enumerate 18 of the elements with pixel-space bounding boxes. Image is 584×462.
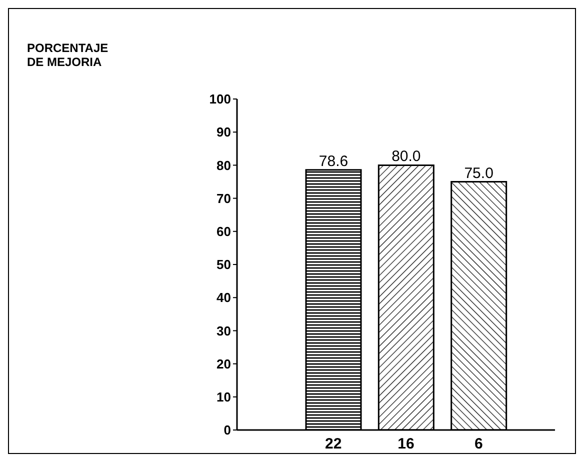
y-tick-label: 90 bbox=[216, 124, 231, 140]
y-tick-label: 0 bbox=[224, 422, 231, 438]
data-label: 75.0 bbox=[464, 164, 494, 182]
y-tick-label: 80 bbox=[216, 158, 231, 173]
y-tick-label: 20 bbox=[216, 356, 231, 372]
x-tick-label: 6 bbox=[474, 436, 483, 453]
text: PORCENTAJE DE MEJORIA bbox=[27, 41, 110, 69]
data-label: 80.0 bbox=[392, 148, 421, 166]
y-tick-label: 100 bbox=[209, 92, 231, 107]
x-tick-label: 16 bbox=[398, 436, 414, 453]
y-tick-label: 60 bbox=[216, 224, 231, 240]
data-label: 78.6 bbox=[318, 152, 348, 170]
y-tick-label: 10 bbox=[216, 390, 231, 405]
y-tick-label: 50 bbox=[216, 257, 231, 272]
y-tick-label: 40 bbox=[216, 290, 231, 306]
y-tick-label: 70 bbox=[216, 190, 231, 206]
x-tick-label: 22 bbox=[324, 436, 342, 453]
y-tick-label: 30 bbox=[216, 323, 231, 338]
